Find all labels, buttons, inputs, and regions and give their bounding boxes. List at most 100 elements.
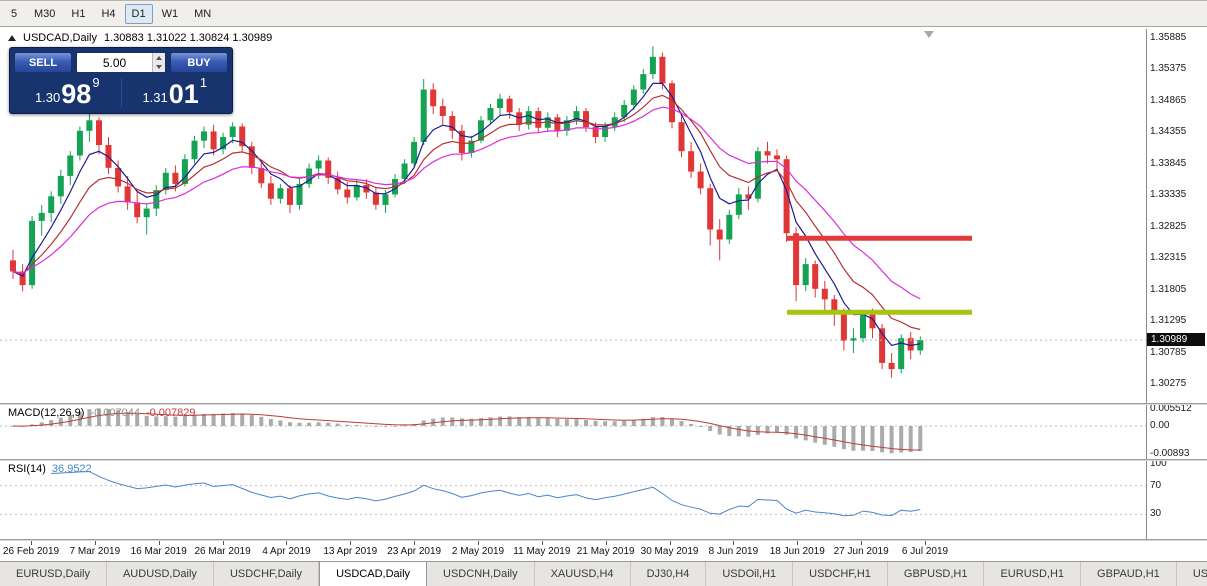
volume-input[interactable]: 5.00 bbox=[76, 52, 166, 73]
date-tick bbox=[222, 541, 224, 545]
candle bbox=[869, 313, 876, 329]
timeframe-button-mn[interactable]: MN bbox=[194, 7, 212, 20]
ask-pipette: 1 bbox=[199, 75, 208, 90]
candle bbox=[277, 188, 284, 199]
rsi-panel[interactable] bbox=[0, 461, 1147, 539]
price-chart[interactable] bbox=[0, 29, 1147, 403]
macd-signal-line bbox=[12, 412, 921, 451]
macd-bar bbox=[717, 426, 722, 435]
macd-axis: 0.005512 0.00 -0.00893 bbox=[1147, 405, 1207, 459]
ma-18-line bbox=[12, 106, 921, 300]
tab-usdcad-daily[interactable]: USDCAD,Daily bbox=[319, 562, 428, 586]
candle bbox=[630, 89, 637, 105]
tab-usdjpy-h1[interactable]: USDJPY,H1 bbox=[1177, 562, 1207, 586]
macd-main-value: -0.007044 bbox=[90, 407, 140, 419]
price-axis: 1.30989 1.35885 1.35375 1.34865 1.34355 1.33… bbox=[1147, 29, 1207, 403]
macd-bar bbox=[459, 418, 464, 426]
volume-down-icon[interactable] bbox=[153, 62, 165, 72]
macd-bar bbox=[182, 416, 187, 426]
tab-usdchf-h1[interactable]: USDCHF,H1 bbox=[793, 562, 888, 586]
chart-symbol-period: USDCAD,Daily bbox=[23, 32, 97, 44]
tab-dj30-h4[interactable]: DJ30,H4 bbox=[631, 562, 707, 586]
date-axis: 26 Feb 2019 7 Mar 2019 16 Mar 2019 26 Mar 2… bbox=[0, 541, 1207, 561]
candle bbox=[220, 137, 227, 150]
date-tick bbox=[733, 541, 735, 545]
macd-bar bbox=[841, 426, 846, 450]
volume-value[interactable]: 5.00 bbox=[102, 55, 127, 70]
tab-xauusd-h4[interactable]: XAUUSD,H4 bbox=[535, 562, 631, 586]
candle bbox=[840, 313, 847, 341]
volume-up-icon[interactable] bbox=[153, 53, 165, 63]
macd-bar bbox=[354, 425, 359, 426]
rsi-label: RSI(14) 36.9522 bbox=[8, 463, 92, 475]
timeframe-button-h4[interactable]: H4 bbox=[101, 7, 116, 20]
timeframe-button-h1[interactable]: H1 bbox=[71, 7, 86, 20]
volume-stepper[interactable] bbox=[152, 53, 165, 72]
tab-eurusd-daily[interactable]: EURUSD,Daily bbox=[0, 562, 107, 586]
candle bbox=[516, 112, 523, 125]
candle bbox=[563, 120, 570, 131]
panel-separator[interactable] bbox=[0, 403, 1207, 405]
tab-usdoil-h1[interactable]: USDOil,H1 bbox=[706, 562, 794, 586]
candle bbox=[525, 111, 532, 125]
macd-bar bbox=[889, 426, 894, 454]
candle bbox=[458, 130, 465, 153]
macd-bar bbox=[192, 415, 197, 426]
macd-bar bbox=[517, 417, 522, 426]
macd-bar bbox=[622, 420, 627, 426]
tab-usdchf-daily[interactable]: USDCHF,Daily bbox=[214, 562, 320, 586]
candle bbox=[19, 271, 26, 286]
timeframe-button-m30[interactable]: M30 bbox=[34, 7, 56, 20]
date-label: 6 Jul 2019 bbox=[901, 546, 949, 557]
candle bbox=[449, 116, 456, 131]
macd-bar bbox=[335, 423, 340, 426]
sell-button[interactable]: SELL bbox=[14, 52, 72, 73]
macd-bar bbox=[908, 426, 913, 453]
panel-separator[interactable] bbox=[0, 539, 1207, 541]
macd-bar bbox=[173, 416, 178, 426]
candle bbox=[334, 177, 341, 190]
bid-price[interactable]: 1.30 98 9 bbox=[14, 76, 121, 109]
tab-gbpusd-h1[interactable]: GBPUSD,H1 bbox=[888, 562, 985, 586]
macd-panel[interactable] bbox=[0, 405, 1147, 459]
tab-gbpaud-h1[interactable]: GBPAUD,H1 bbox=[1081, 562, 1177, 586]
macd-bar bbox=[316, 422, 321, 426]
candle bbox=[774, 155, 780, 160]
macd-bar bbox=[49, 420, 54, 426]
candle bbox=[506, 98, 513, 113]
macd-bar bbox=[221, 413, 226, 426]
date-tick bbox=[925, 541, 926, 545]
timeframe-button-w1[interactable]: W1 bbox=[161, 7, 179, 20]
candle bbox=[583, 111, 589, 128]
panel-separator[interactable] bbox=[0, 459, 1207, 461]
candle bbox=[372, 192, 379, 205]
macd-bar bbox=[116, 410, 121, 426]
buy-button[interactable]: BUY bbox=[170, 52, 228, 73]
candle bbox=[669, 83, 675, 123]
chart-shift-marker[interactable] bbox=[924, 31, 934, 38]
candle bbox=[96, 120, 102, 145]
candle bbox=[67, 155, 74, 176]
date-label: 7 Mar 2019 bbox=[69, 546, 121, 557]
tab-usdcnh-daily[interactable]: USDCNH,Daily bbox=[427, 562, 535, 586]
macd-bar bbox=[154, 416, 159, 426]
current-price-badge: 1.30989 bbox=[1147, 333, 1205, 347]
macd-axis-label: 0.005512 bbox=[1150, 405, 1192, 414]
date-tick bbox=[350, 541, 352, 545]
tab-eurusd-h1[interactable]: EURUSD,H1 bbox=[984, 562, 1082, 586]
ask-price[interactable]: 1.31 01 1 bbox=[122, 76, 229, 109]
date-tick bbox=[414, 541, 416, 545]
candle bbox=[659, 56, 666, 84]
timeframe-button-5[interactable]: 5 bbox=[10, 7, 18, 20]
timeframe-button-d1[interactable]: D1 bbox=[124, 3, 153, 24]
macd-bar bbox=[249, 414, 254, 426]
candle bbox=[888, 362, 895, 370]
oct-toggle-icon[interactable] bbox=[8, 35, 16, 41]
candle bbox=[497, 98, 504, 108]
candle bbox=[57, 175, 64, 197]
candle bbox=[153, 190, 160, 209]
tab-audusd-daily[interactable]: AUDUSD,Daily bbox=[107, 562, 214, 586]
candle bbox=[115, 167, 122, 187]
macd-bar bbox=[58, 417, 63, 426]
macd-bar bbox=[326, 422, 331, 426]
